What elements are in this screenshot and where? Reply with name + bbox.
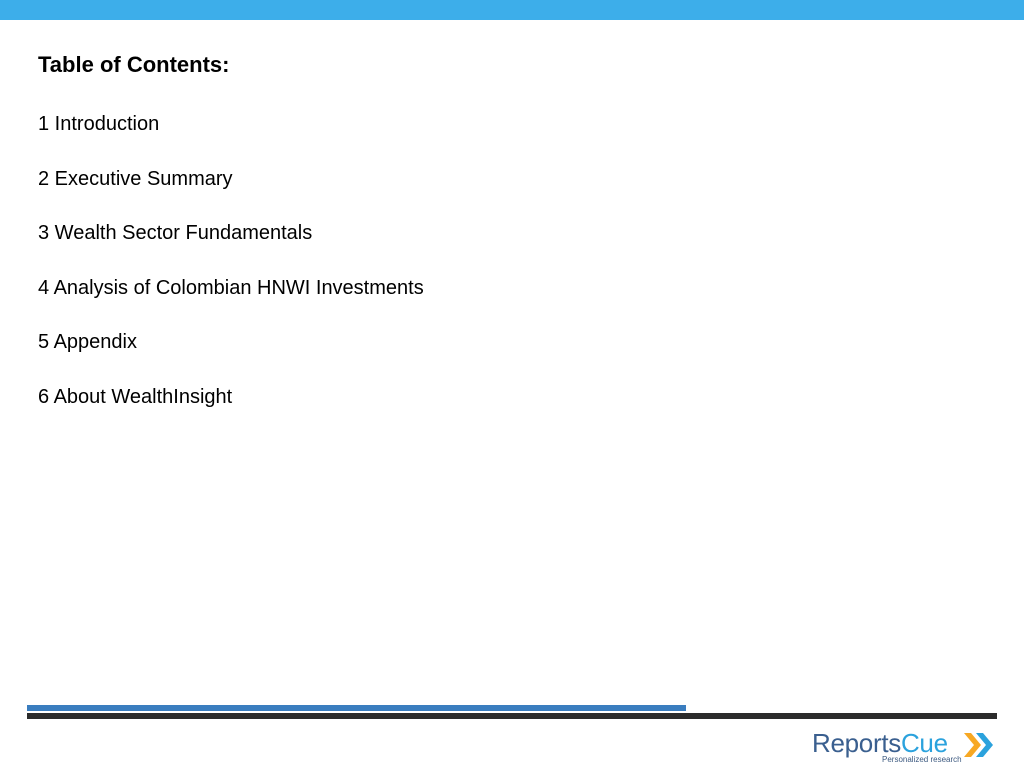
footer-divider-dark: [27, 713, 997, 719]
toc-item-about-wealthinsight: 6 About WealthInsight: [38, 385, 233, 408]
toc-item-wealth-sector-fundamentals: 3 Wealth Sector Fundamentals: [38, 222, 313, 245]
top-accent-bar: [0, 0, 1024, 20]
toc-item-introduction: 1 Introduction: [38, 113, 160, 135]
toc-item-appendix: 5 Appendix: [38, 331, 137, 354]
logo-reports-text: Reports: [812, 728, 901, 758]
reportscue-logo: ReportsCue Personalized research: [812, 728, 1002, 764]
toc-item-executive-summary: 2 Executive Summary: [38, 167, 233, 190]
logo-tagline: Personalized research: [882, 755, 962, 764]
logo-cue-text: Cue: [900, 728, 948, 758]
logo-wordmark: ReportsCue: [812, 728, 948, 758]
page-title: Table of Contents:: [38, 52, 230, 77]
double-chevron-right-icon: [964, 733, 993, 757]
table-of-contents-list: 1 Introduction 2 Executive Summary 3 Wea…: [38, 112, 424, 440]
footer-divider-blue: [27, 705, 686, 711]
toc-item-analysis-colombian-hnwi: 4 Analysis of Colombian HNWI Investments: [38, 276, 424, 299]
